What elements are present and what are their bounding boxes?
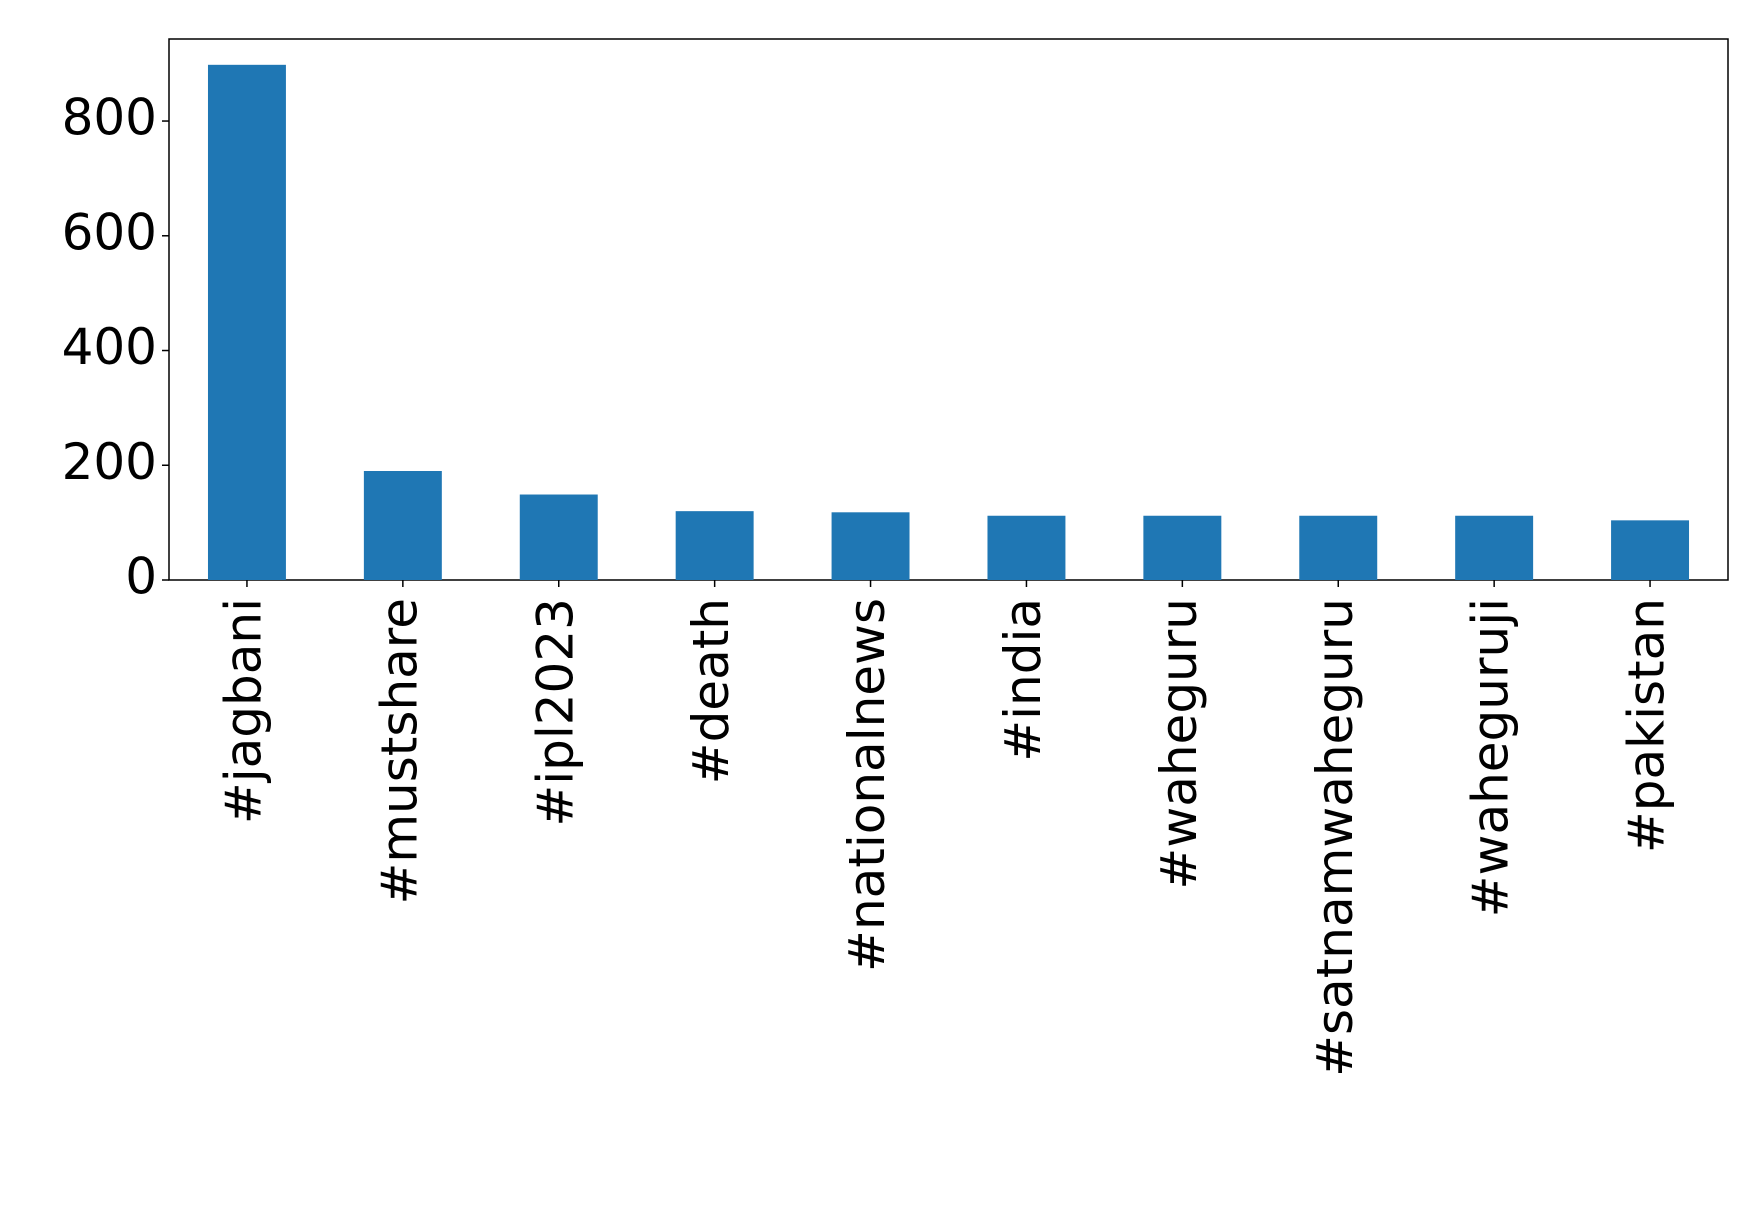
x-tick-label: #jagbani — [214, 598, 272, 824]
bar — [363, 470, 442, 580]
bar — [1299, 515, 1378, 580]
y-tick-label: 0 — [125, 548, 157, 606]
bar — [675, 511, 754, 580]
bar — [831, 512, 910, 580]
bar — [987, 515, 1066, 580]
x-tick-label: #mustshare — [370, 598, 428, 905]
y-tick-label: 200 — [62, 433, 157, 491]
axes-frame — [168, 38, 1729, 581]
y-tick-label: 400 — [62, 318, 157, 376]
x-tick-label: #pakistan — [1618, 598, 1676, 853]
bar — [1611, 520, 1690, 580]
bar — [1455, 515, 1534, 580]
x-tick-label: #nationalnews — [838, 598, 896, 972]
bar — [207, 64, 286, 581]
x-tick-label: #waheguruji — [1462, 598, 1520, 917]
bar — [1143, 515, 1222, 580]
bar — [519, 494, 598, 580]
x-tick-label: #waheguru — [1150, 598, 1208, 890]
x-tick-label: #india — [994, 598, 1052, 762]
x-tick-label: #death — [682, 598, 740, 784]
y-tick-label: 800 — [62, 89, 157, 147]
y-tick-label: 600 — [62, 203, 157, 261]
x-tick-label: #ipl2023 — [526, 598, 584, 827]
x-tick-label: #satnamwaheguru — [1306, 598, 1364, 1077]
